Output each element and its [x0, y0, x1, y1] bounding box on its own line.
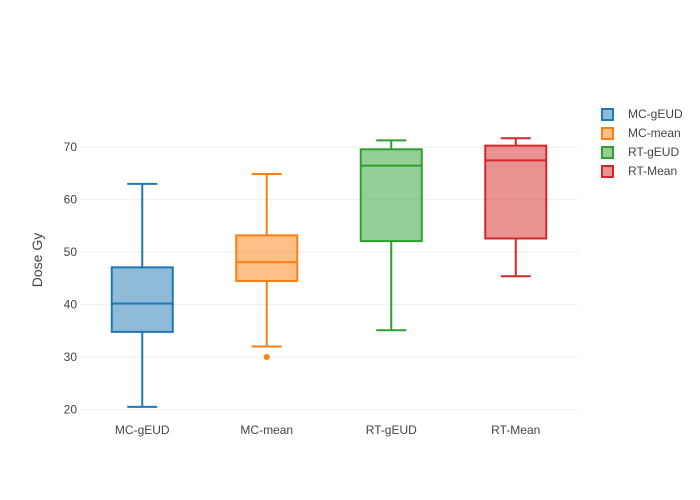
legend-swatch	[601, 146, 614, 159]
legend-item-rt-geud[interactable]: RT-gEUD	[601, 145, 679, 159]
y-axis-ticks: 20 30 40 50 60 70	[64, 140, 78, 416]
y-tick-label: 50	[64, 245, 78, 259]
legend-swatch	[601, 165, 614, 178]
iqr-box	[359, 148, 423, 243]
legend-swatch	[601, 127, 614, 140]
box-series	[110, 137, 548, 408]
iqr-box	[110, 266, 174, 333]
y-tick-label: 40	[64, 298, 78, 312]
legend-item-rt-mean[interactable]: RT-Mean	[601, 164, 677, 178]
legend-item-mc-mean[interactable]: MC-mean	[601, 126, 681, 140]
outlier-point	[263, 354, 270, 361]
x-tick-label: RT-gEUD	[366, 423, 417, 437]
x-tick-label: MC-gEUD	[115, 423, 170, 437]
y-tick-label: 20	[64, 403, 78, 417]
y-axis-title: Dose Gy	[29, 233, 45, 287]
y-tick-label: 60	[64, 193, 78, 207]
box-rt-geud	[359, 139, 423, 332]
legend-label: MC-gEUD	[628, 107, 683, 121]
legend-label: MC-mean	[628, 126, 681, 140]
legend[interactable]: MC-gEUD MC-mean RT-gEUD RT-Mean	[601, 107, 683, 178]
legend-label: RT-gEUD	[628, 145, 679, 159]
box-mc-mean	[235, 172, 299, 361]
y-tick-label: 30	[64, 350, 78, 364]
legend-swatch	[601, 108, 614, 121]
box-mc-geud	[110, 182, 174, 408]
legend-item-mc-geud[interactable]: MC-gEUD	[601, 107, 683, 121]
legend-label: RT-Mean	[628, 164, 677, 178]
box-rt-mean	[484, 137, 548, 278]
x-axis-ticks: MC-gEUD MC-mean RT-gEUD RT-Mean	[115, 423, 540, 437]
x-tick-label: MC-mean	[240, 423, 293, 437]
y-tick-label: 70	[64, 140, 78, 154]
iqr-box	[235, 234, 299, 282]
x-tick-label: RT-Mean	[491, 423, 540, 437]
